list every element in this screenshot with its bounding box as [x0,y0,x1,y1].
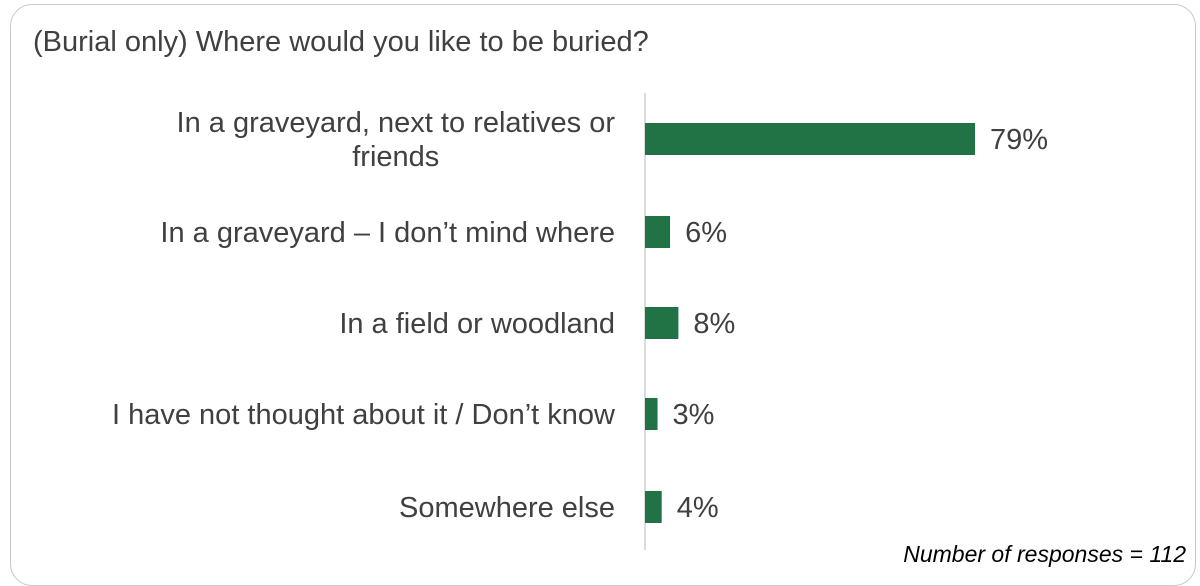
bar-chart: 79% In a graveyard, next to relatives or f… [112,93,1048,550]
bar-1 [645,216,671,248]
responses-footnote: Number of responses = 112 [903,541,1186,567]
chart-card [10,4,1196,586]
category-label-0: In a graveyard, next to relatives or frie… [177,107,616,173]
category-label-3: I have not thought about it / Don’t know [112,399,616,431]
value-label-2: 8% [693,308,735,340]
bar-2 [645,307,679,339]
bar-4 [645,491,662,523]
value-label-3: 3% [673,399,715,431]
category-label-4: Somewhere else [399,492,615,524]
value-label-1: 6% [685,217,727,249]
chart-title: (Burial only) Where would you like to be… [33,26,649,58]
value-label-0: 79% [990,124,1048,156]
category-label-2: In a field or woodland [339,308,615,340]
category-label-1: In a graveyard – I don’t mind where [160,217,615,249]
value-label-4: 4% [677,492,719,524]
bar-3 [645,398,658,430]
bar-0 [645,123,975,155]
